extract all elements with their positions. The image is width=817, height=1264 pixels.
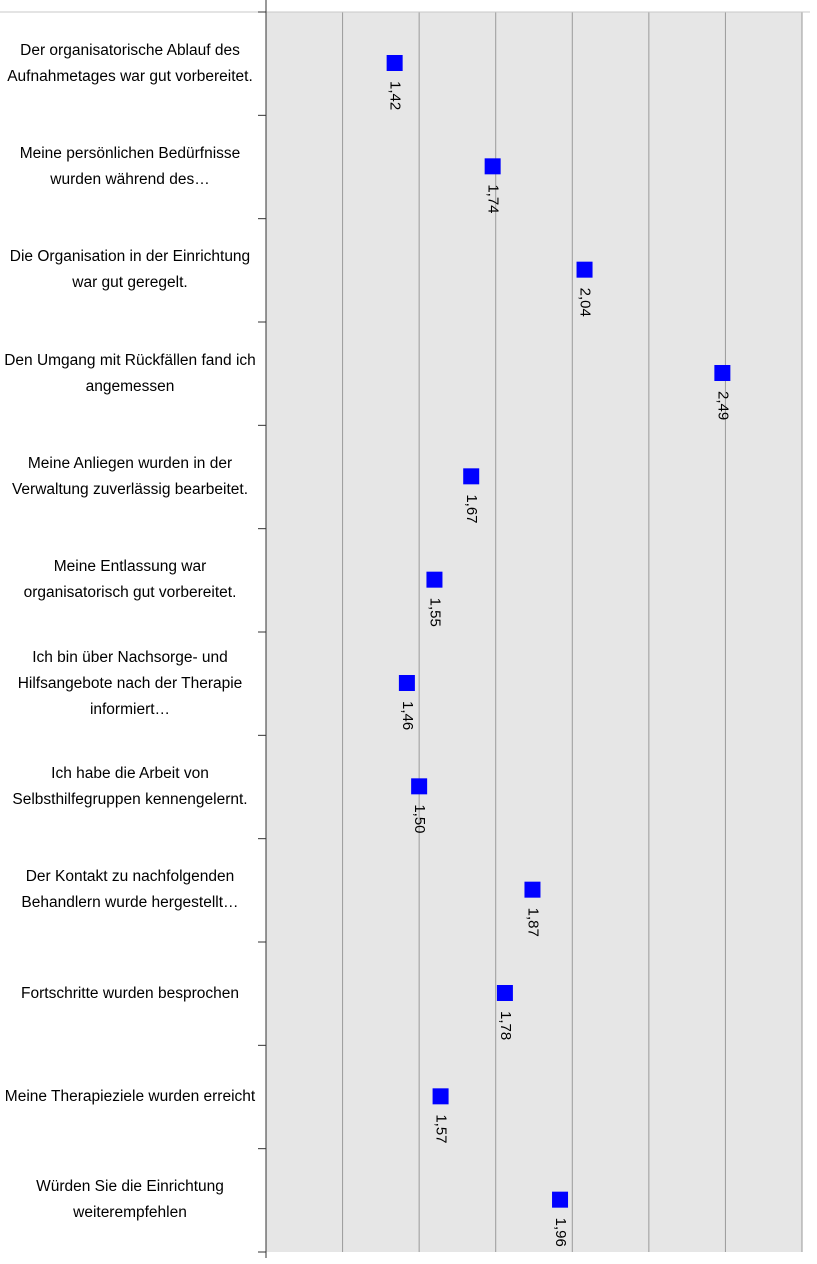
data-label: 2,49	[714, 391, 731, 420]
category-label: Fortschritte wurden besprochen	[21, 984, 239, 1002]
marker	[386, 55, 403, 71]
category-label: Den Umgang mit Rückfällen fand ich angem…	[4, 351, 256, 395]
category-label: Der Kontakt zu nachfolgenden Behandlern …	[21, 868, 239, 912]
plot-area	[266, 12, 802, 1252]
marker	[714, 365, 731, 381]
category-label: Meine persönlichen Bedürfnisse wurden wä…	[19, 144, 241, 188]
category-label: Würden Sie die Einrichtung weiterempfehl…	[36, 1178, 224, 1222]
category-label: Meine Anliegen wurden in der Verwaltung …	[11, 454, 249, 498]
marker	[426, 571, 443, 588]
marker	[398, 675, 415, 691]
marker	[484, 158, 501, 175]
marker	[576, 261, 593, 278]
data-label: 1,87	[524, 908, 541, 937]
category-label: Meine Therapieziele wurden erreicht	[4, 1087, 256, 1105]
category-label: Meine Entlassung war organisatorisch gut…	[23, 558, 237, 602]
data-label: 1,55	[426, 598, 443, 627]
data-label: 1,50	[411, 804, 428, 833]
marker	[432, 1088, 449, 1105]
marker	[463, 468, 480, 485]
data-label: 2,04	[577, 288, 594, 317]
marker	[496, 985, 513, 1001]
marker	[524, 881, 541, 898]
category-label: Der organisatorische Ablauf des Aufnahme…	[7, 41, 253, 85]
data-label: 1,74	[485, 184, 502, 213]
data-label: 1,46	[399, 701, 416, 730]
marker	[411, 778, 428, 795]
data-label: 1,57	[433, 1114, 450, 1143]
category-label: Die Organisation in der Einrichtung war …	[9, 248, 251, 292]
data-label: 1,67	[463, 494, 480, 523]
category-label: Ich habe die Arbeit von Selbsthilfegrupp…	[12, 764, 248, 808]
data-label: 1,96	[552, 1218, 569, 1247]
data-label: 1,78	[497, 1011, 514, 1040]
marker	[552, 1191, 569, 1208]
data-label: 1,42	[387, 81, 404, 110]
category-label: Ich bin über Nachsorge- und Hilfsangebot…	[17, 648, 243, 718]
